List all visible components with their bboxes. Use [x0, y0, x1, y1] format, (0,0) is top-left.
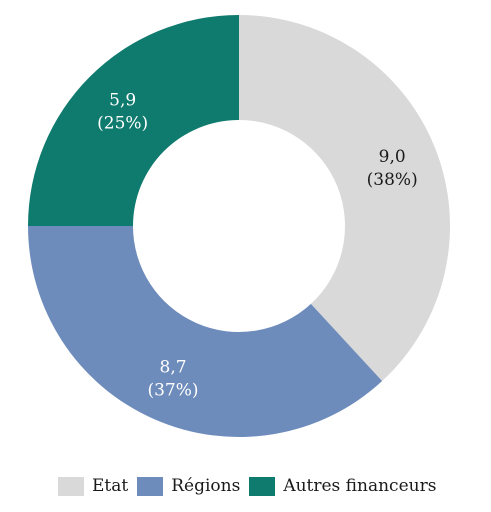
donut-slice-autres-financeurs — [28, 15, 239, 226]
slice-percent-label-autres-financeurs: (25%) — [97, 114, 148, 134]
legend-label-etat: Etat — [92, 476, 129, 496]
legend-label-regions: Régions — [171, 476, 241, 496]
slice-percent-label-regions: (37%) — [147, 381, 198, 401]
legend-item-autres-financeurs: Autres financeurs — [249, 476, 436, 496]
legend-swatch-regions — [137, 476, 164, 496]
legend-swatch-autres-financeurs — [249, 476, 276, 496]
legend-swatch-etat — [58, 476, 84, 496]
slice-value-label-regions: 8,7 — [160, 358, 187, 378]
donut-slice-etat — [239, 15, 451, 382]
legend-label-autres-financeurs: Autres financeurs — [283, 476, 437, 496]
slice-value-label-autres-financeurs: 5,9 — [109, 91, 136, 111]
donut-chart-plot: 9,0 (38%) 8,7 (37%) 5,9 (25%) — [27, 15, 451, 438]
donut-slice-regions — [27, 226, 383, 438]
slice-value-label-etat: 9,0 — [379, 147, 406, 167]
legend: Etat Régions Autres financeurs — [58, 474, 445, 498]
legend-item-etat: Etat — [58, 476, 128, 496]
slice-percent-label-etat: (38%) — [367, 170, 418, 190]
legend-item-regions: Régions — [137, 476, 240, 496]
